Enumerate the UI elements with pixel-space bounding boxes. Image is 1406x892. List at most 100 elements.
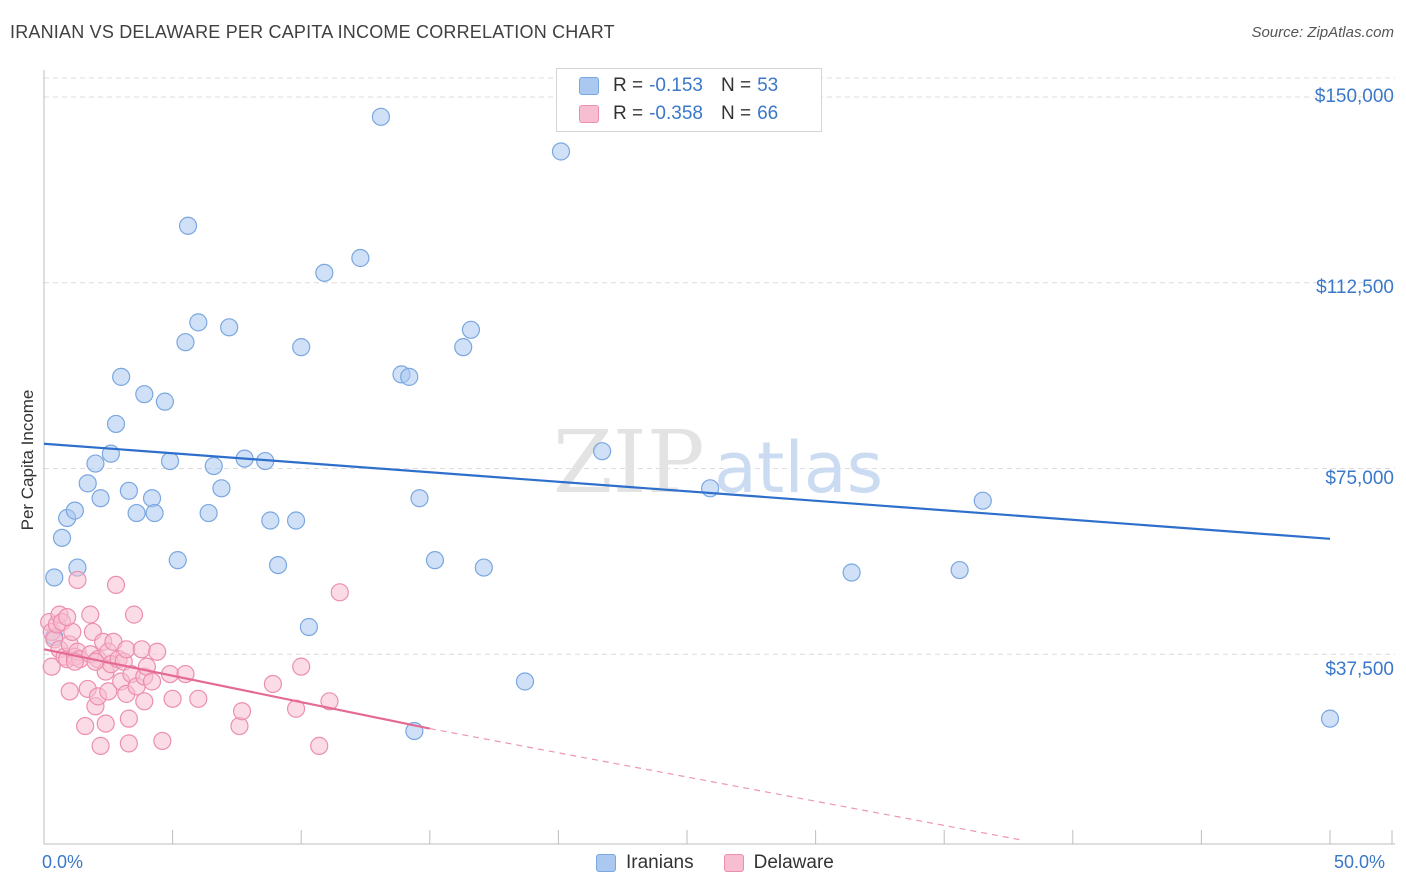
y-tick-label-112500: $112,500 xyxy=(1316,277,1394,298)
data-point-iranians xyxy=(91,489,110,508)
data-point-iranians xyxy=(425,551,445,570)
data-point-iranians xyxy=(410,489,429,508)
data-point-iranians xyxy=(127,503,146,523)
data-point-delaware xyxy=(230,716,249,736)
bottom-legend-swatch-iranians xyxy=(596,854,616,872)
data-point-delaware xyxy=(153,731,172,751)
data-point-delaware xyxy=(42,657,61,676)
data-point-iranians xyxy=(86,454,105,473)
data-point-iranians xyxy=(292,338,311,357)
data-point-delaware xyxy=(232,702,252,721)
data-point-delaware xyxy=(91,736,110,755)
legend-swatch-delaware xyxy=(579,105,599,123)
data-point-iranians xyxy=(842,563,861,582)
data-point-iranians xyxy=(299,617,319,637)
legend-row-delaware: R = -0.358 N = 66 xyxy=(579,102,778,126)
legend-n-label: N = xyxy=(720,75,752,96)
source-label: Source: ZipAtlas.com xyxy=(1251,24,1394,41)
data-point-delaware xyxy=(189,689,208,708)
legend-n-value: 66 xyxy=(757,103,779,124)
data-point-delaware xyxy=(68,570,87,590)
data-point-iranians xyxy=(461,320,481,339)
data-point-iranians xyxy=(145,503,164,523)
data-point-iranians xyxy=(268,555,288,575)
watermark-atlas: atlas xyxy=(714,427,883,509)
series-iranians xyxy=(45,107,1340,741)
legend-r-label: R = xyxy=(613,75,644,96)
data-point-delaware xyxy=(58,607,77,627)
data-point-delaware xyxy=(163,689,182,708)
data-point-iranians xyxy=(155,392,174,411)
data-point-delaware xyxy=(132,640,151,659)
data-point-iranians xyxy=(551,142,571,161)
data-point-delaware xyxy=(148,642,167,661)
data-point-delaware xyxy=(119,709,138,728)
data-point-delaware xyxy=(76,716,95,736)
data-point-iranians xyxy=(1320,709,1340,728)
y-tick-label-150000: $150,000 xyxy=(1314,86,1394,107)
trend-lines xyxy=(43,442,1331,841)
bottom-legend-label: Iranians xyxy=(626,852,694,873)
gridlines xyxy=(44,77,1395,655)
data-point-iranians xyxy=(212,479,231,498)
data-point-iranians xyxy=(454,338,473,357)
data-point-delaware xyxy=(292,657,311,676)
data-point-iranians xyxy=(45,568,64,587)
data-point-delaware xyxy=(81,605,100,624)
data-point-delaware xyxy=(310,736,329,755)
data-point-delaware xyxy=(135,692,154,711)
legend: R = -0.153 N = 53 R = -0.358 N = 66 xyxy=(556,68,822,132)
legend-n-value: 53 xyxy=(757,75,779,96)
data-point-delaware xyxy=(320,692,339,711)
data-point-iranians xyxy=(371,107,391,126)
trend-line-extension-delaware xyxy=(429,727,1022,841)
data-point-iranians xyxy=(65,501,84,520)
data-point-iranians xyxy=(220,318,239,337)
axes xyxy=(43,70,1395,845)
bottom-legend: Iranians Delaware xyxy=(596,852,864,874)
data-point-iranians xyxy=(204,456,223,476)
data-point-iranians xyxy=(52,528,72,547)
legend-swatch-iranians xyxy=(579,77,599,95)
data-point-iranians xyxy=(168,551,187,570)
legend-r-label: R = xyxy=(613,103,644,124)
data-point-iranians xyxy=(351,248,370,268)
data-point-delaware xyxy=(117,640,136,659)
bottom-legend-swatch-delaware xyxy=(723,854,744,872)
data-point-iranians xyxy=(593,442,612,461)
chart-title: IRANIAN VS DELAWARE PER CAPITA INCOME CO… xyxy=(10,22,615,42)
legend-n-label: N = xyxy=(720,103,752,124)
data-point-iranians xyxy=(78,474,97,493)
data-point-iranians xyxy=(106,414,126,434)
data-point-iranians xyxy=(515,672,535,691)
data-point-iranians xyxy=(973,491,992,510)
data-point-iranians xyxy=(400,367,419,386)
watermark: ZIP atlas xyxy=(553,413,883,513)
data-point-iranians xyxy=(189,313,208,332)
data-point-iranians xyxy=(286,511,306,530)
data-point-iranians xyxy=(135,385,154,404)
x-tick-label-min: 0.0% xyxy=(42,852,84,872)
series-delaware xyxy=(40,570,349,755)
data-point-iranians xyxy=(474,558,493,577)
data-point-iranians xyxy=(199,503,218,523)
data-point-iranians xyxy=(142,489,162,508)
bottom-legend-delaware: Delaware xyxy=(723,852,834,874)
trend-line-delaware xyxy=(43,648,431,730)
data-point-iranians xyxy=(315,263,334,282)
data-point-delaware xyxy=(124,605,144,624)
trend-line-iranians xyxy=(43,442,1331,540)
data-point-iranians xyxy=(112,367,131,386)
data-point-delaware xyxy=(263,674,283,694)
legend-row-iranians: R = -0.153 N = 53 xyxy=(579,74,778,98)
data-point-delaware xyxy=(142,672,162,691)
data-point-delaware xyxy=(96,714,115,733)
y-tick-label-75000: $75,000 xyxy=(1325,468,1394,489)
bottom-legend-label: Delaware xyxy=(753,852,834,873)
data-point-iranians xyxy=(261,511,280,530)
data-point-delaware xyxy=(106,575,126,595)
data-point-delaware xyxy=(99,682,118,701)
legend-r-value: -0.358 xyxy=(649,103,703,124)
data-point-iranians xyxy=(176,333,195,352)
